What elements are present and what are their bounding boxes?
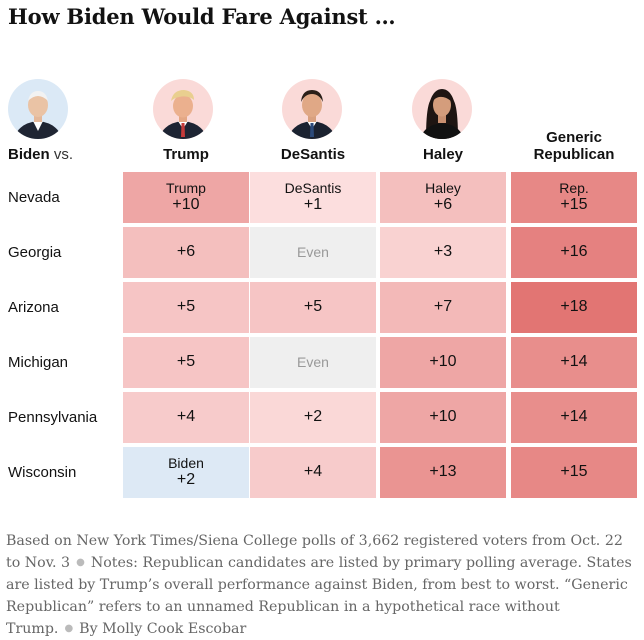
column-header-haley: Haley (380, 146, 506, 163)
column-header-label-line2: Republican (533, 146, 615, 163)
cell-margin-value: +4 (303, 463, 323, 481)
haley-photo (412, 79, 472, 139)
table-cell: +5 (123, 337, 249, 388)
table-cell: +10 (380, 392, 506, 443)
table-cell: +5 (123, 282, 249, 333)
cell-margin-value: Even (297, 354, 329, 371)
separator-dot: ● (64, 623, 74, 634)
table-cell: +13 (380, 447, 506, 498)
table-cell: +4 (123, 392, 249, 443)
table-cell: +14 (511, 337, 637, 388)
table-cell: +15 (511, 447, 637, 498)
cell-margin-value: +5 (176, 298, 196, 316)
biden-label: Biden (8, 146, 50, 163)
biden-header: Biden vs. (8, 146, 73, 163)
state-label-arizona: Arizona (8, 299, 59, 316)
cell-leader-name: Rep. (559, 180, 589, 197)
cell-margin-value: +1 (303, 196, 323, 214)
state-label-pennsylvania: Pennsylvania (8, 409, 98, 426)
cell-margin-value: +14 (560, 408, 588, 426)
cell-margin-value: +7 (433, 298, 453, 316)
cell-margin-value: +10 (429, 353, 457, 371)
cell-margin-value: +3 (433, 243, 453, 261)
cell-margin-value: +6 (433, 196, 453, 214)
table-cell: +18 (511, 282, 637, 333)
cell-margin-value: +2 (176, 471, 196, 489)
table-cell: +2 (250, 392, 376, 443)
notes-block: Based on New York Times/Siena College po… (6, 530, 634, 640)
trump-photo (153, 79, 213, 139)
table-cell: +6 (123, 227, 249, 278)
column-header-label: DeSantis (280, 146, 346, 163)
cell-margin-value: +13 (429, 463, 457, 481)
table-cell: Even (250, 337, 376, 388)
column-header-label: Trump (163, 146, 209, 163)
table-cell: Trump +10 (123, 172, 249, 223)
cell-margin-value: +15 (560, 463, 588, 481)
cell-leader-name: Biden (168, 455, 204, 472)
column-header-desantis: DeSantis (250, 146, 376, 163)
notes-text: Notes: Republican candidates are listed … (6, 555, 632, 637)
state-label-georgia: Georgia (8, 244, 62, 261)
column-header-label: Generic (546, 129, 602, 146)
table-cell: +4 (250, 447, 376, 498)
cell-leader-name: Haley (425, 180, 461, 197)
table-cell: Haley +6 (380, 172, 506, 223)
source-note: Based on New York Times/Siena College po… (6, 533, 623, 571)
table-cell: Rep. +15 (511, 172, 637, 223)
byline: By Molly Cook Escobar (79, 621, 247, 637)
state-label-michigan: Michigan (8, 354, 69, 371)
cell-margin-value: +4 (176, 408, 196, 426)
separator-dot: ● (76, 557, 85, 568)
table-cell: +10 (380, 337, 506, 388)
cell-margin-value: +2 (303, 408, 323, 426)
state-label-wisconsin: Wisconsin (8, 464, 77, 481)
chart-title: How Biden Would Fare Against … (8, 4, 396, 29)
column-header-generic: Generic Republican (511, 129, 637, 163)
table-cell: +7 (380, 282, 506, 333)
cell-margin-value: +15 (560, 196, 588, 214)
cell-margin-value: +5 (303, 298, 323, 316)
state-label-nevada: Nevada (8, 189, 60, 206)
cell-margin-value: +5 (176, 353, 196, 371)
table-cell: Even (250, 227, 376, 278)
table-cell: +5 (250, 282, 376, 333)
column-header-label: Haley (422, 146, 464, 163)
table-cell: +14 (511, 392, 637, 443)
column-header-trump: Trump (123, 146, 249, 163)
table-cell: DeSantis +1 (250, 172, 376, 223)
vs-label: vs. (53, 146, 74, 163)
table-cell: +3 (380, 227, 506, 278)
table-cell: Biden +2 (123, 447, 249, 498)
cell-margin-value: +18 (560, 298, 588, 316)
cell-margin-value: +6 (176, 243, 196, 261)
cell-margin-value: +16 (560, 243, 588, 261)
cell-leader-name: Trump (166, 180, 206, 197)
table-cell: +16 (511, 227, 637, 278)
biden-photo (8, 79, 68, 139)
cell-margin-value: +10 (429, 408, 457, 426)
cell-margin-value: Even (297, 244, 329, 261)
cell-margin-value: +14 (560, 353, 588, 371)
cell-margin-value: +10 (172, 196, 200, 214)
cell-leader-name: DeSantis (284, 180, 342, 197)
desantis-photo (282, 79, 342, 139)
